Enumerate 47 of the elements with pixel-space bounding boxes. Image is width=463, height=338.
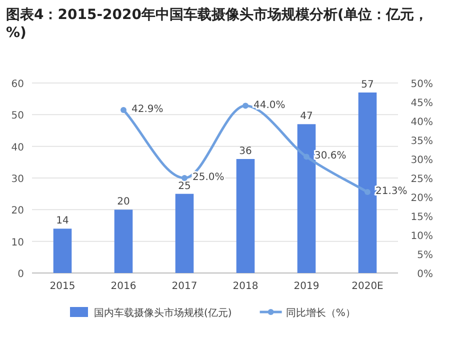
y2-tick-label: 0% bbox=[417, 269, 433, 280]
data-label: 44.0% bbox=[254, 100, 286, 111]
y-tick-label: 40 bbox=[11, 142, 24, 154]
point bbox=[304, 154, 310, 160]
x-tick-label: 2017 bbox=[172, 281, 198, 292]
y2-tick-label: 30% bbox=[410, 155, 433, 166]
bar bbox=[297, 124, 316, 273]
bar bbox=[358, 92, 377, 273]
data-label: 47 bbox=[300, 111, 313, 122]
x-tick-label: 2019 bbox=[294, 281, 320, 292]
y-tick-label: 30 bbox=[11, 174, 24, 185]
x-tick-label: 2020E bbox=[352, 281, 384, 292]
bar bbox=[114, 210, 133, 273]
y2-tick-label: 50% bbox=[410, 79, 433, 90]
y2-tick-label: 5% bbox=[417, 250, 433, 261]
x-tick-label: 2018 bbox=[232, 281, 258, 292]
y-tick-label: 50 bbox=[11, 110, 24, 122]
y2-tick-label: 35% bbox=[410, 136, 433, 147]
y-tick-label: 20 bbox=[11, 206, 24, 217]
y-tick-label: 10 bbox=[11, 237, 24, 248]
x-tick-label: 2016 bbox=[110, 281, 136, 292]
data-label: 25 bbox=[178, 180, 191, 192]
y-tick-label: 0 bbox=[18, 269, 24, 280]
point bbox=[242, 102, 248, 109]
y2-tick-label: 40% bbox=[410, 117, 433, 128]
data-label: 25.0% bbox=[192, 172, 224, 183]
data-label: 57 bbox=[361, 80, 374, 90]
chart-title: 图表4：2015-2020年中国车载摄像头市场规模分析(单位：亿元，%) bbox=[6, 6, 429, 42]
legend-label: 同比增长（%） bbox=[286, 307, 356, 319]
x-tick-label: 2015 bbox=[50, 281, 76, 292]
y2-tick-label: 45% bbox=[410, 98, 433, 109]
data-label: 36 bbox=[239, 146, 252, 157]
y2-tick-label: 10% bbox=[410, 231, 433, 242]
point bbox=[364, 189, 370, 196]
point bbox=[120, 106, 126, 113]
y2-tick-label: 25% bbox=[410, 174, 433, 185]
y-tick-label: 60 bbox=[11, 79, 24, 90]
data-label: 14 bbox=[56, 216, 69, 227]
data-label: 20 bbox=[117, 196, 130, 208]
bar bbox=[236, 159, 255, 273]
bar bbox=[175, 194, 194, 273]
legend-label: 国内车载摄像头市场规模(亿元) bbox=[94, 307, 232, 319]
y2-tick-label: 15% bbox=[410, 212, 433, 223]
point bbox=[182, 175, 188, 181]
y2-tick-label: 20% bbox=[410, 193, 433, 204]
data-label: 42.9% bbox=[132, 104, 164, 115]
bar bbox=[53, 228, 72, 273]
